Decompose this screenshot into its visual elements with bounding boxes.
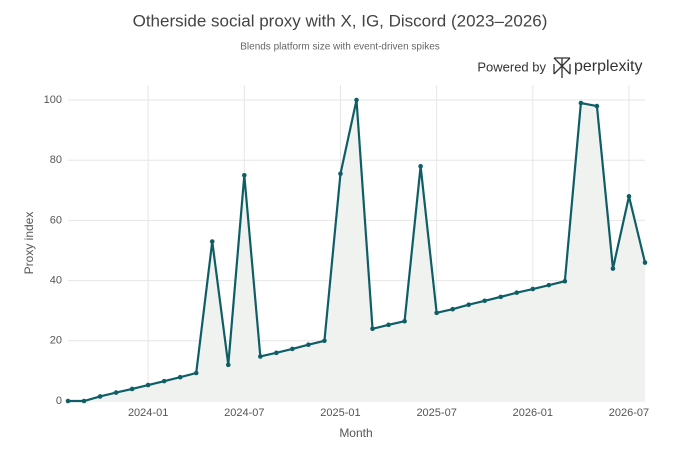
point (434, 310, 439, 316)
point (65, 398, 71, 404)
point (274, 350, 279, 356)
y-tick-label: 0 (56, 395, 62, 407)
y-tick-label: 80 (50, 154, 62, 166)
point (81, 398, 87, 404)
point (386, 322, 391, 328)
x-axis-label: Month (339, 426, 372, 440)
point (242, 172, 247, 178)
point (370, 326, 375, 332)
point (642, 260, 648, 265)
point (161, 378, 167, 384)
point (530, 286, 536, 292)
point (546, 282, 552, 288)
brand-prefix: Powered by (477, 59, 546, 74)
x-tick-label: 2026-01 (513, 407, 553, 419)
y-axis-label: Proxy index (22, 212, 36, 275)
point (209, 239, 215, 244)
point (466, 302, 471, 307)
point (322, 338, 327, 344)
y-tick-label: 20 (50, 335, 62, 347)
point (498, 294, 504, 300)
y-tick-label: 100 (44, 94, 62, 106)
y-tick-label: 60 (50, 214, 62, 226)
point (354, 97, 359, 103)
area (68, 100, 645, 402)
point (338, 171, 343, 177)
point (418, 163, 423, 169)
x-tick-label: 2024-07 (224, 407, 264, 419)
point (97, 394, 103, 399)
y-tick-label: 40 (50, 275, 62, 287)
brand-logo (553, 57, 571, 78)
point (578, 100, 584, 106)
point (177, 374, 183, 380)
point (610, 266, 616, 271)
point (113, 390, 119, 395)
point (594, 103, 600, 109)
x-tick-label: 2025-07 (416, 407, 456, 419)
point (626, 194, 632, 199)
point (258, 354, 263, 359)
chart-subtitle: Blends platform size with event-driven s… (240, 42, 440, 53)
point (482, 298, 488, 304)
point (193, 370, 199, 376)
point (562, 278, 568, 284)
point (306, 342, 311, 348)
point (402, 318, 407, 324)
brand-name: perplexity (574, 58, 642, 75)
x-tick-label: 2024-01 (128, 407, 168, 419)
point (129, 386, 135, 392)
point (514, 290, 520, 295)
point (145, 382, 151, 388)
point (225, 362, 231, 368)
x-tick-label: 2026-07 (609, 407, 649, 419)
x-tick-label: 2025-01 (320, 407, 360, 419)
chart-title: Otherside social proxy with X, IG, Disco… (133, 11, 548, 30)
point (450, 306, 455, 312)
point (290, 346, 295, 352)
